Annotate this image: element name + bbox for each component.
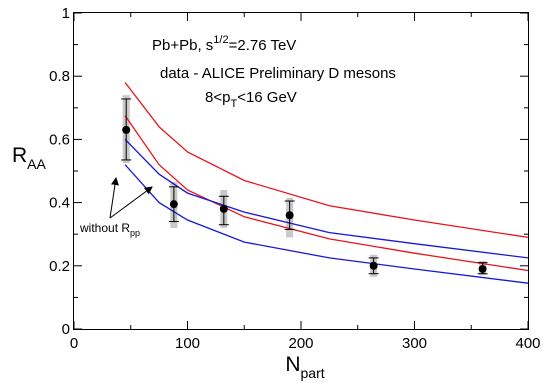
x-tick-label: 300 [402, 335, 427, 352]
annotation-without-rpp: without Rpp [79, 221, 140, 238]
data-point [478, 264, 487, 273]
x-tick-label: 200 [288, 335, 313, 352]
arrow-to-red-curve [109, 186, 153, 219]
plot-frame [73, 12, 529, 330]
x-tick-label: 400 [515, 335, 540, 352]
x-axis-ticks: 0 100 200 300 400 [70, 13, 541, 352]
data-points [121, 98, 488, 275]
y-axis-label-sub: AA [27, 156, 46, 172]
model-curve-1 [124, 82, 529, 239]
x-tick-label: 100 [175, 335, 200, 352]
model-curve-2 [124, 115, 529, 272]
arrow-to-blue-curve [109, 177, 119, 219]
y-tick-label: 0 [62, 321, 70, 338]
x-tick-label: 0 [70, 335, 78, 352]
x-axis-label-main: N [285, 353, 300, 376]
annotation-data-source: data - ALICE Preliminary D mesons [160, 65, 396, 82]
annotation-collision-system: Pb+Pb, s1/2=2.76 TeV [152, 34, 296, 54]
model-curve-3 [124, 138, 529, 259]
y-tick-label: 0.2 [49, 258, 70, 275]
y-tick-label: 0.8 [49, 68, 70, 85]
y-axis-label: RAA [12, 144, 47, 172]
y-axis-ticks: 0 0.2 0.4 0.6 0.8 1 [49, 5, 528, 338]
data-point [219, 204, 228, 213]
annotation-pt-range: 8<pT<16 GeV [205, 89, 297, 110]
data-point [369, 261, 378, 270]
x-axis-label-sub: part [301, 365, 325, 381]
y-tick-label: 1 [62, 5, 70, 22]
y-axis-label-main: R [12, 144, 27, 167]
model-curves [124, 82, 529, 284]
data-point [169, 200, 178, 209]
data-point [285, 211, 294, 220]
x-axis-label: Npart [285, 353, 324, 381]
data-point [122, 125, 131, 134]
y-tick-label: 0.6 [49, 131, 70, 148]
y-tick-label: 0.4 [49, 195, 70, 212]
model-curve-4 [124, 164, 529, 284]
